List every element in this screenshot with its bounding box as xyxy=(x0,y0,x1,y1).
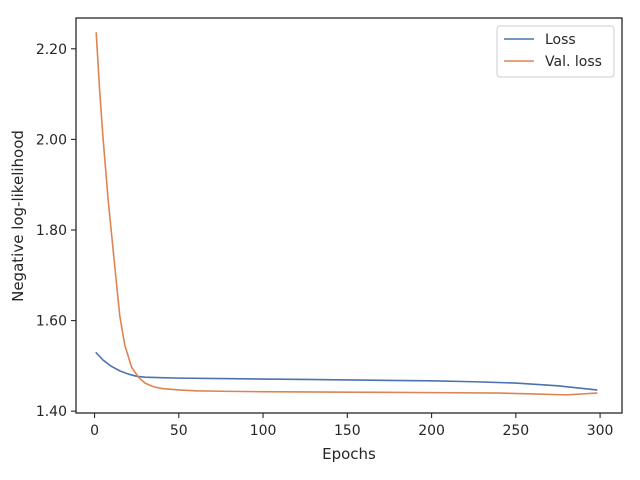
series-line-loss xyxy=(95,351,598,391)
y-axis-ticks: 1.40 1.60 1.80 2.00 2.20 xyxy=(36,42,76,420)
x-tick-label: 150 xyxy=(334,423,361,439)
x-tick-label: 300 xyxy=(587,423,614,439)
x-tick-label: 0 xyxy=(90,423,99,439)
x-tick-label: 250 xyxy=(502,423,529,439)
x-tick-label: 100 xyxy=(250,423,277,439)
legend-label: Loss xyxy=(545,32,576,48)
legend: Loss Val. loss xyxy=(496,25,615,78)
y-tick-label: 1.80 xyxy=(36,223,67,239)
y-tick-label: 1.60 xyxy=(36,314,67,330)
y-axis-label: Negative log-likelihood xyxy=(9,130,27,302)
x-tick-label: 50 xyxy=(170,423,188,439)
x-tick-label: 200 xyxy=(418,423,445,439)
y-tick-label: 2.00 xyxy=(36,132,67,148)
series-line-val-loss xyxy=(95,32,598,396)
legend-label: Val. loss xyxy=(545,54,602,70)
y-tick-label: 2.20 xyxy=(36,42,67,58)
x-axis-label: Epochs xyxy=(322,445,376,463)
y-tick-label: 1.40 xyxy=(36,404,67,420)
series-layer xyxy=(95,32,598,396)
plot-frame xyxy=(75,17,623,414)
x-axis-ticks: 0 50 100 150 200 250 300 xyxy=(90,413,613,439)
